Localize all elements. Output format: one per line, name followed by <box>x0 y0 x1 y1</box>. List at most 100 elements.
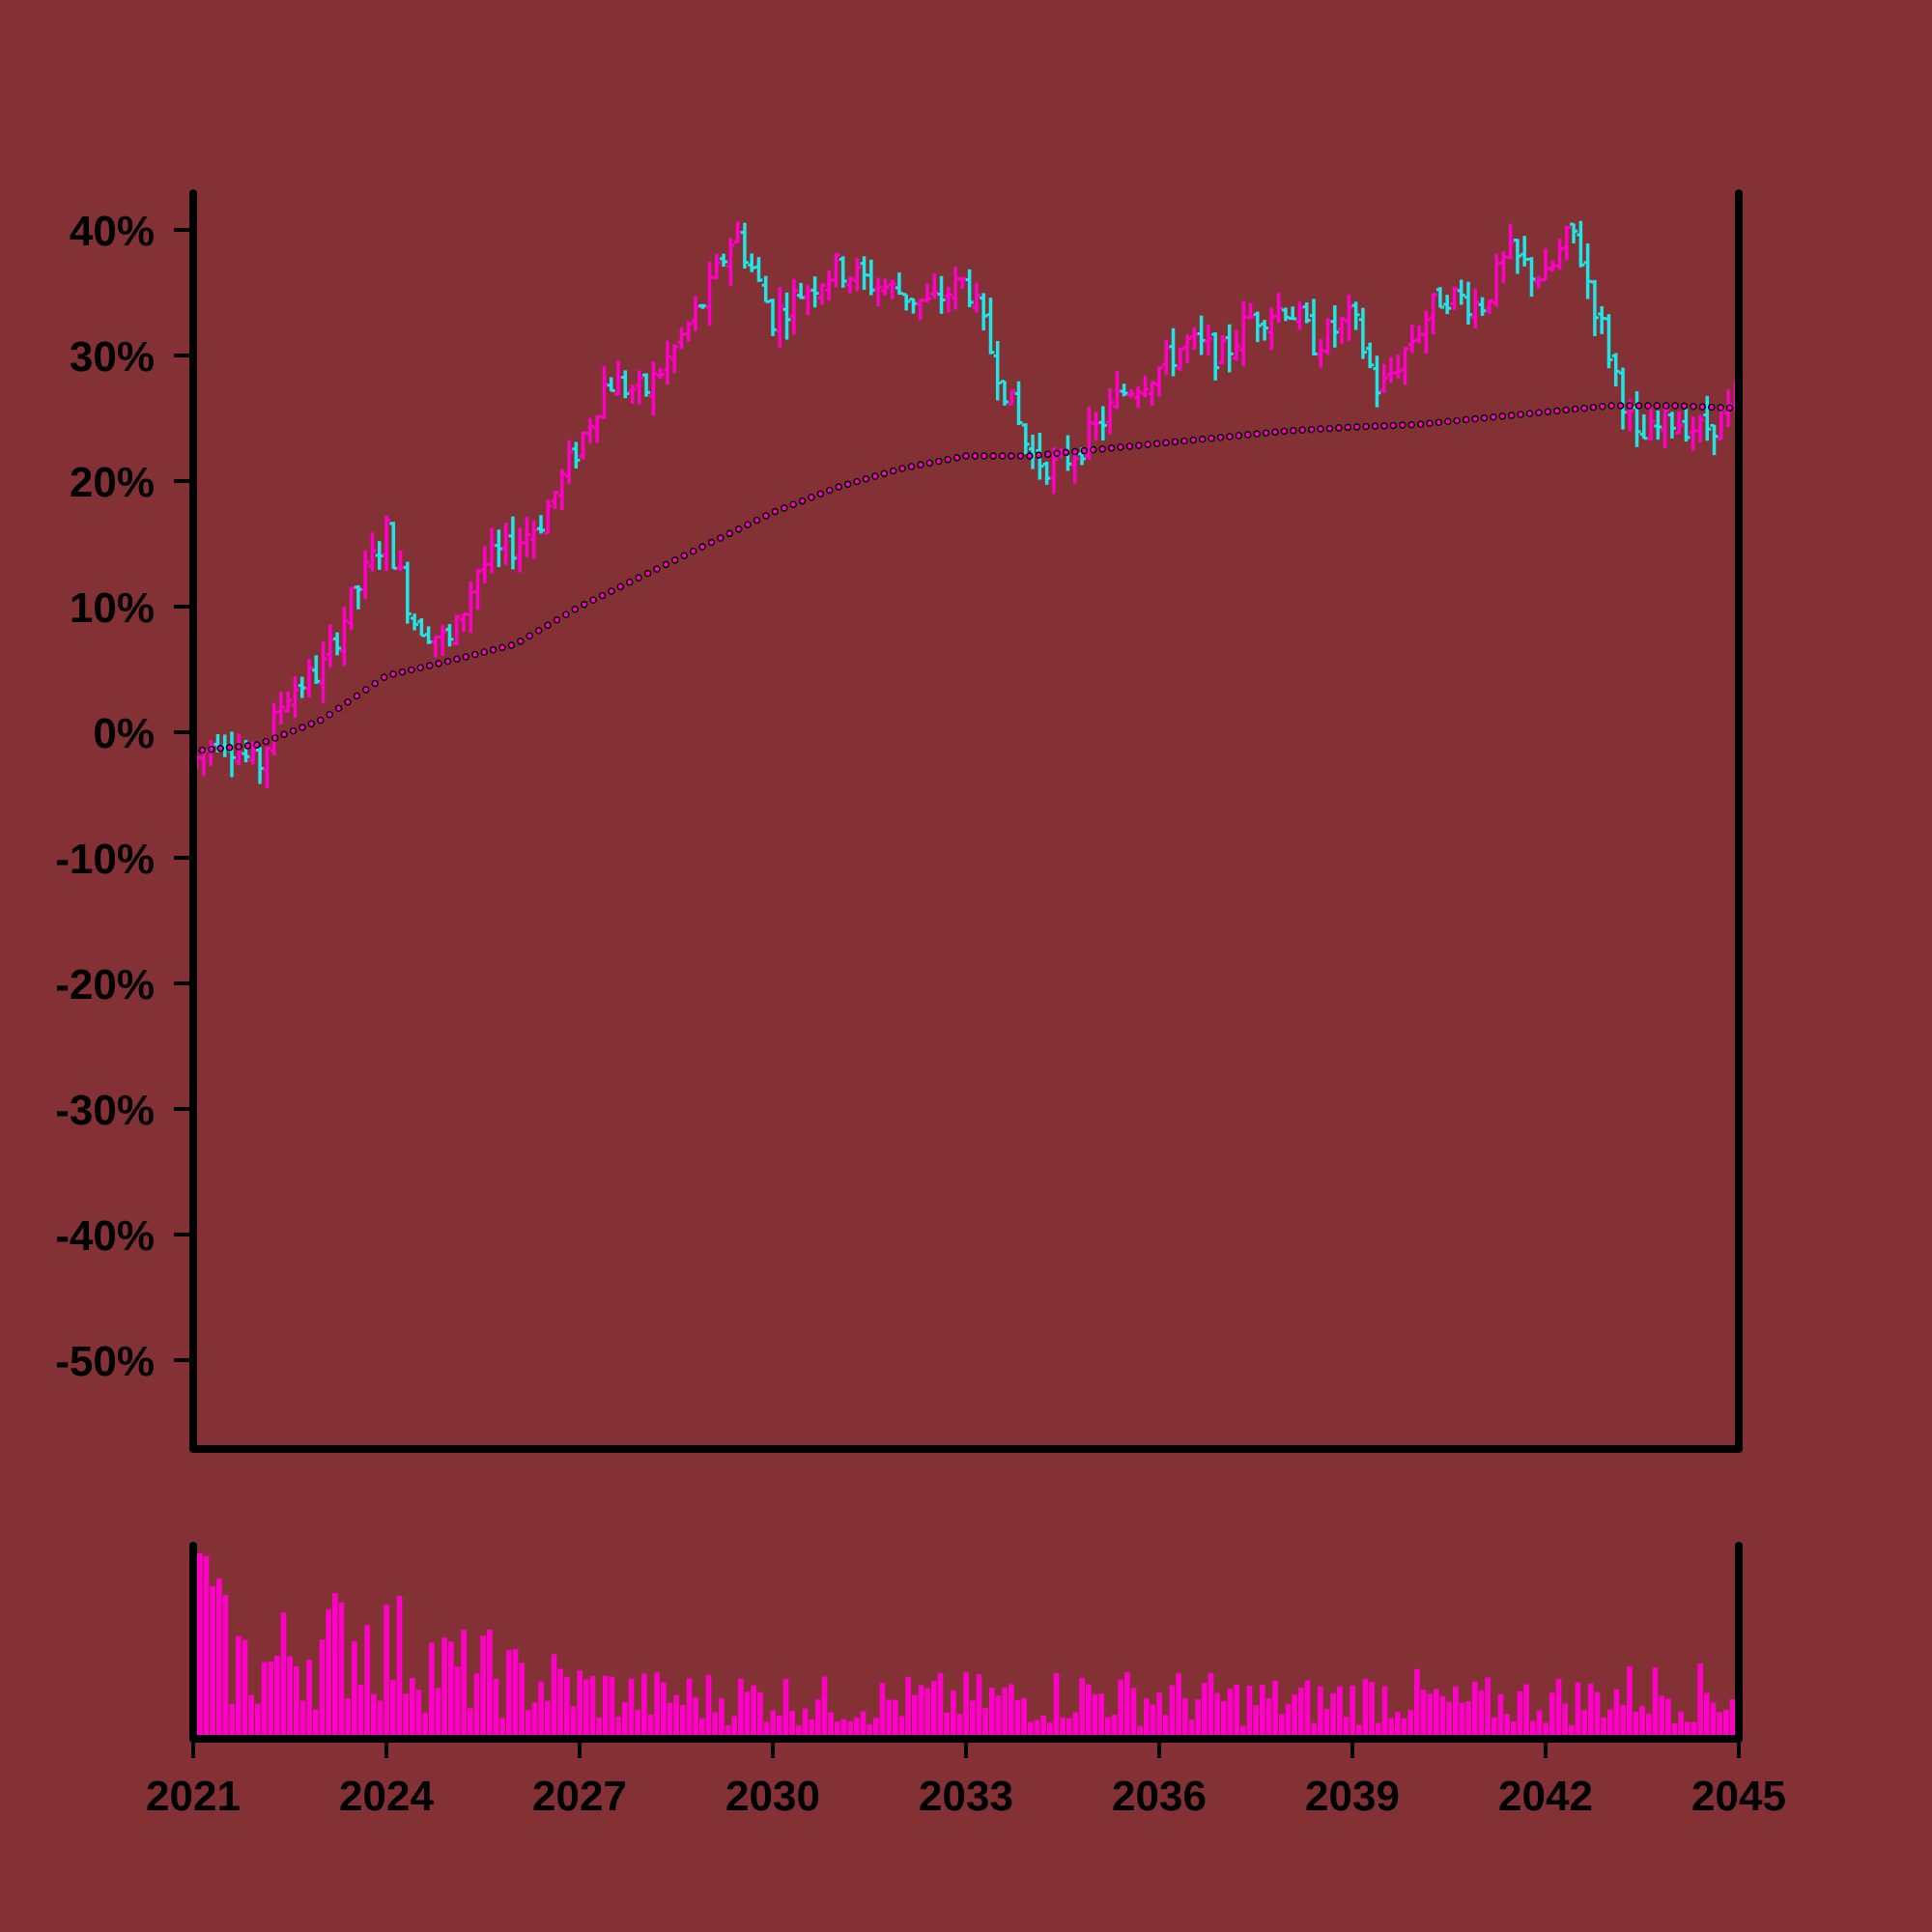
volume-bar <box>803 1709 809 1739</box>
volume-bar <box>268 1662 273 1739</box>
volume-bar <box>1144 1698 1150 1739</box>
volume-bar <box>242 1640 248 1739</box>
volume-bar <box>1098 1693 1104 1739</box>
volume-bar <box>538 1682 544 1739</box>
moving-average-point <box>508 642 514 648</box>
volume-bar <box>364 1625 370 1739</box>
volume-bar <box>480 1635 486 1739</box>
volume-bar <box>1298 1688 1304 1739</box>
volume-bar <box>977 1674 982 1739</box>
volume-bar <box>1021 1698 1027 1739</box>
volume-bar <box>1350 1686 1355 1739</box>
volume-bar <box>924 1688 930 1739</box>
volume-bar <box>1318 1687 1323 1739</box>
moving-average-point <box>1064 449 1069 455</box>
moving-average-point <box>600 593 606 599</box>
moving-average-point <box>390 671 396 677</box>
moving-average-point <box>481 649 487 655</box>
volume-bar <box>1093 1694 1098 1739</box>
moving-average-point <box>609 588 614 594</box>
moving-average-point <box>981 453 987 459</box>
volume-bar <box>494 1679 499 1739</box>
moving-average-point <box>1218 435 1224 440</box>
volume-bar <box>1627 1666 1633 1739</box>
moving-average-point <box>236 744 242 750</box>
volume-bar <box>1228 1689 1234 1739</box>
moving-average-point <box>199 748 205 753</box>
volume-bar <box>262 1662 268 1739</box>
volume-bar <box>1292 1694 1297 1739</box>
moving-average-point <box>636 575 641 581</box>
moving-average-point <box>1045 451 1051 457</box>
moving-average-point <box>817 491 823 497</box>
volume-bar <box>384 1605 389 1739</box>
moving-average-point <box>1136 442 1142 448</box>
volume-bar <box>436 1688 441 1739</box>
moving-average-point <box>1227 434 1233 440</box>
moving-average-point <box>1373 423 1378 429</box>
volume-bar <box>1176 1673 1181 1739</box>
volume-bar <box>339 1603 345 1739</box>
moving-average-point <box>1682 403 1688 409</box>
volume-bar <box>532 1702 538 1739</box>
moving-average-point <box>672 557 678 563</box>
moving-average-point <box>1326 425 1332 431</box>
moving-average-point <box>1690 404 1696 410</box>
volume-bar <box>641 1673 647 1739</box>
volume-bar <box>506 1650 512 1739</box>
volume-bar <box>468 1708 473 1739</box>
moving-average-point <box>545 622 551 628</box>
x-axis-tick-labels: 2021 2024 2027 2030 2033 2036 2039 2042 2045 <box>146 1773 1786 1820</box>
moving-average-point <box>590 597 596 603</box>
moving-average-point <box>663 561 668 567</box>
moving-average-point <box>990 453 996 459</box>
volume-bar <box>822 1676 828 1739</box>
moving-average-point <box>627 580 633 585</box>
moving-average-point <box>763 513 769 519</box>
moving-average-point <box>518 639 524 644</box>
moving-average-point <box>1245 432 1251 438</box>
moving-average-point <box>382 674 387 680</box>
volume-bar <box>513 1649 519 1739</box>
volume-bar <box>1607 1710 1613 1739</box>
moving-average-point <box>1027 453 1033 459</box>
volume-bar <box>1465 1701 1471 1739</box>
x-tick-label: 2036 <box>1112 1773 1207 1820</box>
moving-average-point <box>691 549 696 554</box>
volume-bar <box>422 1713 428 1739</box>
volume-bar <box>1202 1683 1208 1739</box>
volume-bar <box>1562 1704 1568 1739</box>
volume-bar <box>204 1556 210 1739</box>
moving-average-point <box>772 509 778 515</box>
volume-bar <box>693 1697 698 1739</box>
volume-bar <box>410 1678 415 1739</box>
moving-average-point <box>1236 433 1241 439</box>
volume-bar <box>320 1639 326 1739</box>
moving-average-point <box>1299 427 1305 433</box>
volume-bar <box>1595 1691 1601 1739</box>
moving-average-point <box>1481 415 1487 421</box>
volume-bar <box>680 1705 686 1739</box>
volume-bar <box>673 1695 679 1739</box>
volume-bar <box>905 1677 911 1739</box>
volume-bar <box>577 1670 582 1739</box>
moving-average-point <box>881 470 887 476</box>
volume-bar <box>248 1695 254 1739</box>
moving-average-point <box>1145 441 1151 447</box>
moving-average-point <box>1408 422 1414 428</box>
moving-average-point <box>899 466 905 471</box>
moving-average-point <box>872 473 878 479</box>
moving-average-point <box>827 488 833 494</box>
moving-average-point <box>217 746 223 752</box>
volume-bar <box>564 1677 570 1739</box>
moving-average-point <box>645 571 651 577</box>
volume-bar <box>358 1685 364 1739</box>
volume-bar <box>1131 1688 1137 1739</box>
volume-bar <box>1009 1684 1014 1739</box>
volume-bar <box>1588 1684 1594 1739</box>
moving-average-point <box>491 647 497 653</box>
moving-average-point <box>1672 403 1678 409</box>
volume-bar <box>294 1666 299 1739</box>
volume-bar <box>751 1686 756 1739</box>
